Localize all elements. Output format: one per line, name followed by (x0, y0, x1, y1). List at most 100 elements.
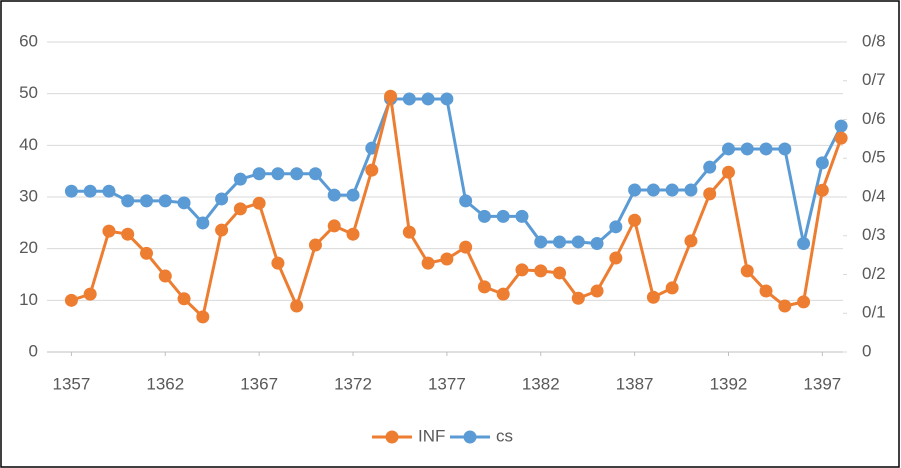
y-tick-label: 50 (19, 83, 38, 102)
y-tick-label: 10 (19, 290, 38, 309)
point (403, 92, 416, 105)
point (196, 310, 209, 323)
point (553, 266, 566, 279)
point (422, 257, 435, 270)
point (253, 197, 266, 210)
x-tick-label: 1372 (334, 374, 372, 393)
point (591, 237, 604, 250)
legend-label: INF (418, 426, 445, 445)
x-tick-label: 1357 (52, 374, 90, 393)
point (140, 194, 153, 207)
point (422, 92, 435, 105)
x-tick-label: 1387 (616, 374, 654, 393)
point (760, 142, 773, 155)
point (760, 285, 773, 298)
y2-tick-label: 0 (862, 341, 871, 360)
legend-label: cs (496, 426, 513, 445)
point (65, 294, 78, 307)
point (572, 292, 585, 305)
point (309, 167, 322, 180)
point (290, 300, 303, 313)
point (178, 292, 191, 305)
point (84, 185, 97, 198)
point (797, 295, 810, 308)
point (102, 225, 115, 238)
point (290, 167, 303, 180)
y-tick-label: 0 (29, 341, 38, 360)
y2-tick-label: 0/3 (862, 225, 886, 244)
point (741, 264, 754, 277)
point (178, 196, 191, 209)
point (816, 184, 829, 197)
point (684, 234, 697, 247)
point (65, 185, 78, 198)
point (440, 92, 453, 105)
point (778, 300, 791, 313)
point (403, 226, 416, 239)
point (703, 161, 716, 174)
point (609, 251, 622, 264)
y2-tick-label: 0/7 (862, 70, 886, 89)
point (835, 132, 848, 145)
point (572, 235, 585, 248)
point (84, 288, 97, 301)
point (741, 142, 754, 155)
y2-tick-label: 0/2 (862, 264, 886, 283)
point (215, 192, 228, 205)
point (140, 247, 153, 260)
x-tick-label: 1367 (240, 374, 278, 393)
point (121, 228, 134, 241)
point (159, 270, 172, 283)
y2-tick-label: 0/6 (862, 109, 886, 128)
point (121, 194, 134, 207)
chart-border (1, 1, 899, 467)
point (478, 280, 491, 293)
point (459, 241, 472, 254)
x-tick-label: 1392 (710, 374, 748, 393)
x-tick-label: 1377 (428, 374, 466, 393)
legend-marker (464, 431, 477, 444)
point (591, 285, 604, 298)
point (159, 194, 172, 207)
x-tick-label: 1382 (522, 374, 560, 393)
y2-tick-label: 0/5 (862, 148, 886, 167)
point (816, 156, 829, 169)
point (102, 185, 115, 198)
point (271, 167, 284, 180)
y2-tick-label: 0/4 (862, 186, 886, 205)
point (647, 184, 660, 197)
point (534, 264, 547, 277)
point (684, 184, 697, 197)
y2-tick-label: 0/1 (862, 303, 886, 322)
point (347, 189, 360, 202)
point (309, 239, 322, 252)
y-tick-label: 20 (19, 238, 38, 257)
point (497, 210, 510, 223)
point (234, 173, 247, 186)
point (196, 216, 209, 229)
point (628, 214, 641, 227)
point (215, 224, 228, 237)
x-tick-label: 1362 (146, 374, 184, 393)
point (534, 235, 547, 248)
point (722, 142, 735, 155)
y-tick-label: 60 (19, 31, 38, 50)
chart: 010203040506000/10/20/30/40/50/60/70/813… (0, 0, 901, 468)
point (440, 253, 453, 266)
point (328, 219, 341, 232)
point (666, 281, 679, 294)
point (835, 120, 848, 133)
point (497, 288, 510, 301)
point (553, 235, 566, 248)
point (271, 257, 284, 270)
point (347, 228, 360, 241)
point (515, 263, 528, 276)
point (459, 194, 472, 207)
point (797, 237, 810, 250)
point (722, 166, 735, 179)
point (328, 189, 341, 202)
point (609, 220, 622, 233)
point (703, 187, 716, 200)
y-tick-label: 40 (19, 135, 38, 154)
point (365, 164, 378, 177)
